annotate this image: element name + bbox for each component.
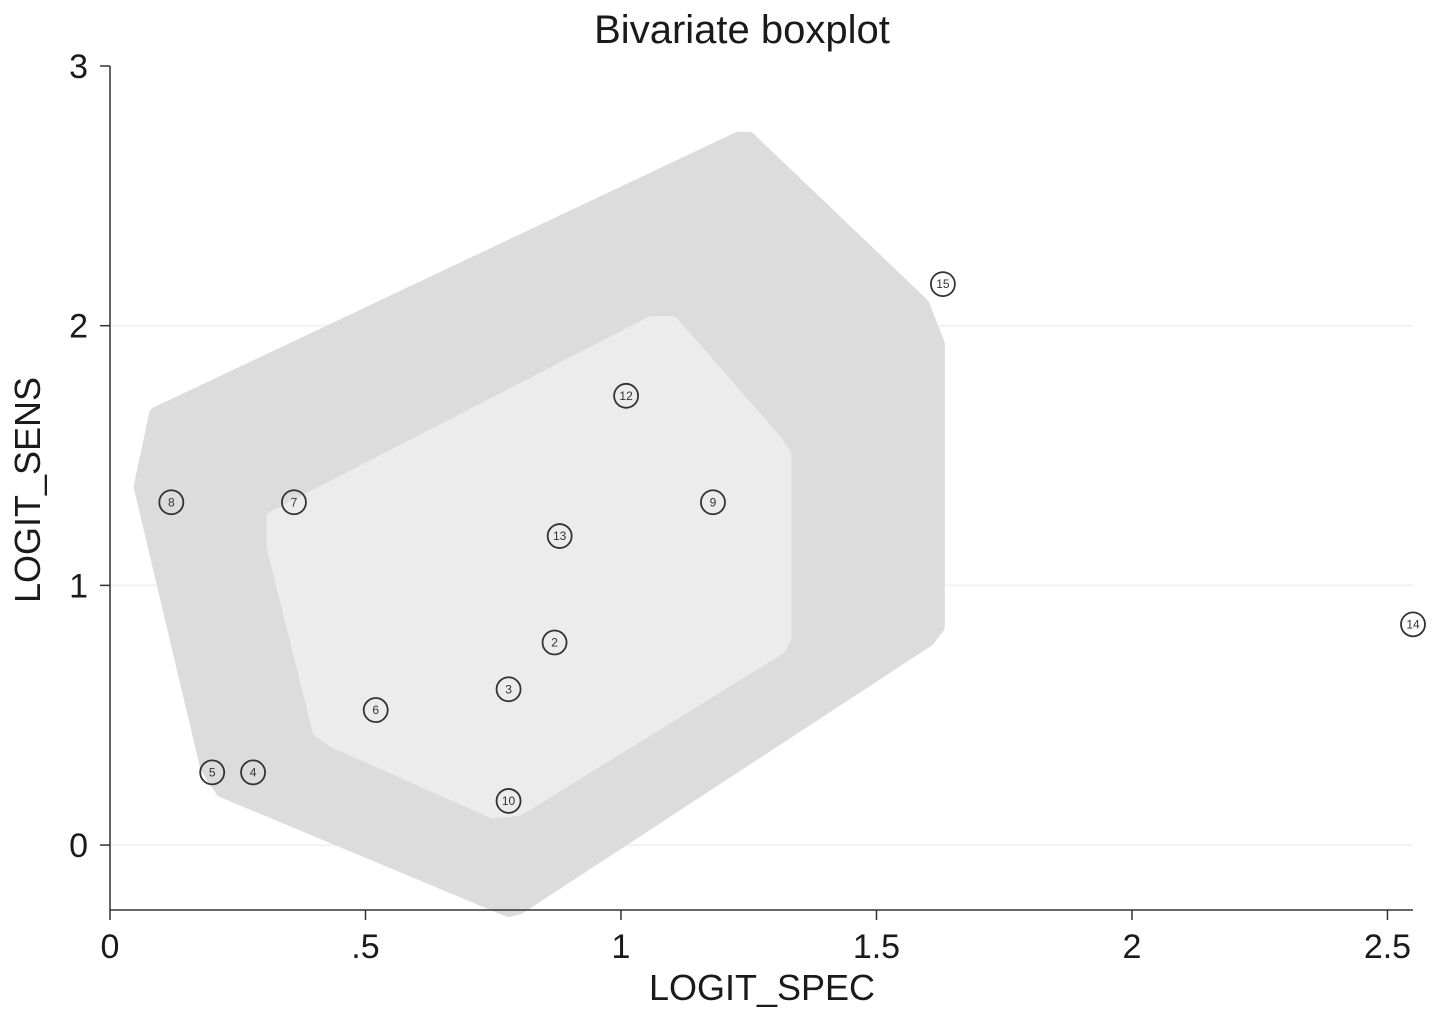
data-point-marker: [541, 629, 568, 656]
data-point-marker: [495, 676, 522, 703]
data-point-label: 7: [291, 495, 298, 509]
data-point-label: 8: [168, 495, 175, 509]
data-point-marker: [495, 788, 522, 814]
data-point-marker: [929, 271, 956, 298]
data-point-label: 9: [710, 495, 717, 509]
y-tick-label: 2: [69, 308, 88, 346]
data-point-marker: [158, 489, 185, 516]
data-point-label: 15: [936, 277, 950, 291]
y-axis-ticks: 0 1 2 3: [69, 48, 110, 865]
data-point-marker: [199, 759, 226, 786]
y-tick-label: 0: [69, 827, 88, 865]
data-point-label: 3: [505, 682, 512, 696]
data-point-marker: [240, 759, 266, 786]
x-tick-label: .5: [351, 928, 379, 966]
data-point-marker: [281, 489, 307, 516]
data-point: 8: [158, 489, 185, 516]
data-point: 15: [929, 271, 956, 298]
x-tick-label: 2.5: [1364, 928, 1411, 966]
data-point-label: 13: [553, 529, 567, 543]
x-tick-label: 1: [612, 928, 631, 966]
data-point-label: 10: [502, 794, 516, 808]
x-tick-label: 1.5: [853, 928, 900, 966]
axes: [109, 66, 1413, 911]
data-point-marker: [613, 382, 639, 409]
data-point: 7: [281, 489, 307, 516]
data-point-marker: [700, 489, 726, 516]
x-axis-ticks: 0 .5 1 1.5 2 2.5: [101, 910, 1411, 966]
data-point-marker: [546, 523, 573, 549]
data-point: 5: [199, 759, 226, 786]
y-axis-label: LOGIT_SENS: [7, 377, 48, 603]
data-point: 10: [495, 788, 522, 814]
y-tick-label: 1: [69, 567, 88, 605]
data-points: 2 3 4 5 6 7 8 9 10 12 13 14 15: [158, 271, 1426, 814]
data-point: 4: [240, 759, 266, 786]
data-point: 13: [546, 523, 573, 549]
y-tick-label: 3: [69, 48, 88, 86]
data-point: 12: [613, 382, 639, 409]
x-tick-label: 0: [101, 928, 120, 966]
data-point-label: 6: [372, 703, 379, 717]
data-point: 3: [495, 676, 522, 703]
data-point-marker: [362, 697, 389, 723]
inner-hinge-region: [266, 316, 792, 819]
data-point: 6: [362, 697, 389, 723]
data-point-label: 2: [551, 636, 558, 650]
data-point-label: 4: [250, 765, 257, 779]
x-axis-label: LOGIT_SPEC: [649, 967, 875, 1008]
data-point: 14: [1400, 611, 1426, 638]
data-point-label: 5: [209, 765, 216, 779]
chart-title: Bivariate boxplot: [594, 8, 890, 52]
data-point: 9: [700, 489, 726, 516]
data-point-label: 12: [619, 389, 633, 403]
data-point-marker: [1400, 611, 1426, 638]
data-point-label: 14: [1406, 617, 1420, 631]
x-tick-label: 2: [1122, 928, 1141, 966]
data-point: 2: [541, 629, 568, 656]
